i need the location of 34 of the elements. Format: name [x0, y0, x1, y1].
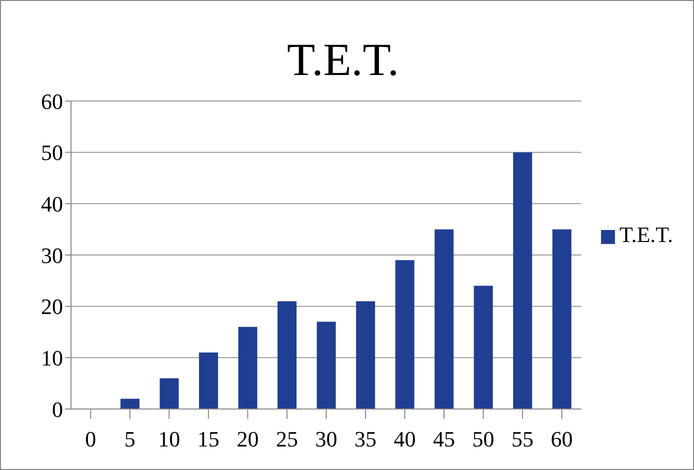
- x-tick-label: 0: [85, 426, 96, 452]
- x-tick-label: 25: [276, 426, 298, 452]
- bar: [474, 286, 493, 409]
- x-tick-label: 30: [315, 426, 338, 452]
- bar: [160, 378, 179, 409]
- bar: [278, 301, 297, 409]
- bar: [120, 398, 140, 409]
- x-tick-label: 55: [512, 426, 534, 452]
- x-tick-label: 45: [433, 426, 456, 452]
- bar: [199, 352, 218, 409]
- x-tick-label: 5: [124, 426, 136, 452]
- x-tick-label: 50: [472, 426, 494, 452]
- bar: [434, 229, 454, 409]
- y-tick-label: 20: [41, 294, 63, 320]
- y-tick-label: 60: [41, 88, 63, 114]
- x-tick-label: 10: [158, 426, 180, 452]
- x-tick-label: 20: [236, 426, 259, 452]
- y-tick-label: 0: [52, 396, 63, 422]
- x-tick-label: 35: [354, 426, 376, 452]
- x-tick-label: 40: [394, 426, 416, 452]
- x-tick-label: 60: [550, 426, 573, 452]
- bar: [356, 301, 376, 409]
- legend-label: T.E.T.: [619, 222, 673, 247]
- x-tick-label: 15: [197, 426, 220, 452]
- y-tick-label: 10: [41, 345, 63, 370]
- bar: [238, 326, 258, 409]
- y-tick-label: 40: [41, 191, 63, 216]
- bar: [552, 229, 572, 409]
- bar: [513, 152, 532, 409]
- chart-title: T.E.T.: [287, 34, 399, 85]
- bar: [395, 260, 414, 409]
- y-tick-label: 30: [41, 242, 63, 268]
- bar: [316, 322, 336, 409]
- y-tick-label: 50: [41, 140, 63, 166]
